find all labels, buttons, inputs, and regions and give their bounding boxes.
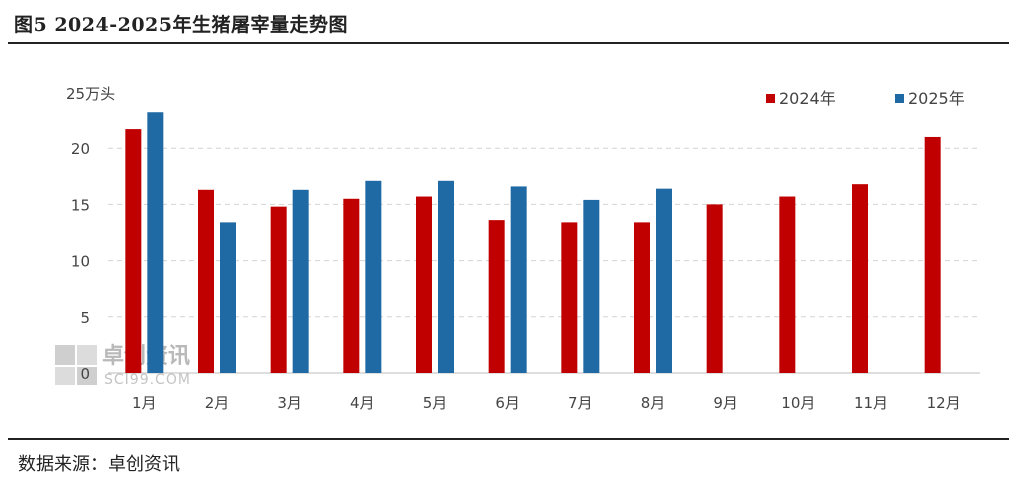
y-tick-label: 10 xyxy=(71,253,90,271)
chart-title: 图5 2024-2025年生猪屠宰量走势图 xyxy=(14,14,348,36)
x-tick-label: 3月 xyxy=(277,394,302,412)
x-tick-label: 4月 xyxy=(350,394,375,412)
bar-2024-8 xyxy=(634,222,650,373)
y-unit-label: 25万头 xyxy=(66,85,115,103)
x-tick-label: 9月 xyxy=(713,394,738,412)
y-tick-label: 20 xyxy=(71,140,90,158)
x-axis: 1月 2月 3月 4月 5月 6月 7月 8月 9月 10月 11月 12月 xyxy=(132,394,961,412)
bottom-rule xyxy=(8,438,1009,440)
bar-2024-3 xyxy=(270,206,287,373)
x-tick-label: 2月 xyxy=(205,394,230,412)
legend-label: 2025年 xyxy=(908,89,965,108)
watermark-logo: 卓创资讯 SCI99.COM xyxy=(55,344,191,388)
bar-2024-10 xyxy=(779,196,796,373)
bar-2024-2 xyxy=(198,189,214,373)
y-tick-label: 5 xyxy=(80,309,90,327)
legend: 2024年 2025年 xyxy=(766,89,965,108)
bar-2025-4 xyxy=(365,180,382,373)
bar-2024-9 xyxy=(706,204,723,373)
legend-label: 2024年 xyxy=(779,89,836,108)
bar-2024-5 xyxy=(416,196,432,373)
watermark-square-4 xyxy=(77,367,97,385)
watermark-square-2 xyxy=(77,345,97,365)
watermark-text: 卓创资讯 xyxy=(102,344,190,369)
bar-2024-7 xyxy=(561,222,578,373)
x-tick-label: 7月 xyxy=(568,394,593,412)
x-tick-label: 1月 xyxy=(132,394,157,412)
x-tick-label: 12月 xyxy=(927,394,961,412)
data-source: 数据来源：卓创资讯 xyxy=(18,454,180,475)
bars xyxy=(125,112,941,374)
x-tick-label: 11月 xyxy=(854,394,888,412)
top-rule xyxy=(8,42,1009,44)
legend-swatch xyxy=(766,94,775,103)
bar-2024-6 xyxy=(488,220,505,373)
watermark-subtext: SCI99.COM xyxy=(104,372,191,388)
y-axis: 0 5 10 15 20 25万头 xyxy=(66,85,115,383)
bar-2025-3 xyxy=(292,189,309,373)
bar-2025-5 xyxy=(438,180,454,373)
bar-2025-6 xyxy=(510,186,527,373)
y-tick-label: 15 xyxy=(71,196,90,214)
x-tick-label: 8月 xyxy=(641,394,666,412)
bar-2024-12 xyxy=(924,136,941,373)
x-tick-label: 10月 xyxy=(781,394,815,412)
bar-2025-8 xyxy=(656,188,672,373)
bar-2025-2 xyxy=(220,222,236,373)
bar-2025-1 xyxy=(147,112,164,374)
watermark-square-3 xyxy=(55,367,75,385)
x-tick-label: 5月 xyxy=(423,394,448,412)
legend-swatch xyxy=(895,94,904,103)
bar-2024-11 xyxy=(852,184,868,373)
y-tick-label: 0 xyxy=(80,365,90,383)
bar-2024-1 xyxy=(125,129,142,373)
watermark-square-1 xyxy=(55,345,75,365)
bar-2025-7 xyxy=(583,199,600,373)
x-tick-label: 6月 xyxy=(495,394,520,412)
bar-2024-4 xyxy=(343,198,360,373)
gridlines xyxy=(108,147,980,374)
